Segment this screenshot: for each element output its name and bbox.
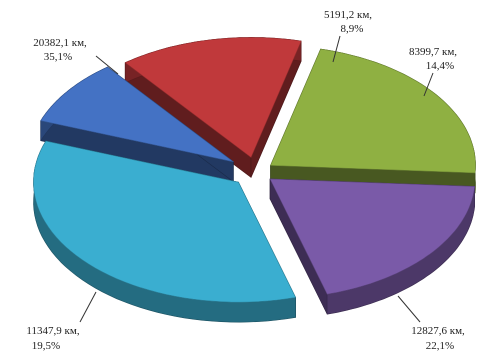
leader-line-3 [79, 291, 97, 323]
slice-percent-label-1: 14,4% [426, 60, 454, 72]
pie-slice-3 [269, 178, 475, 315]
slice-percent-label-2: 22,1% [426, 340, 454, 352]
slice-label-4: 20382,1 км, 35,1% [33, 37, 87, 63]
slice-percent-label-4: 35,1% [44, 51, 72, 63]
pie-slice-top-4 [33, 140, 296, 303]
slice-percent-label-0: 8,9% [341, 23, 364, 35]
slice-label-1: 8399,7 км, 14,4% [409, 46, 457, 72]
pie-slice-top-2 [270, 48, 476, 174]
slice-label-0: 5191,2 км, 8,9% [324, 9, 372, 35]
slice-value-label-3: 11347,9 км, [26, 325, 79, 337]
pie-slice-4 [33, 140, 296, 323]
leader-line-2 [397, 295, 421, 323]
slice-value-label-1: 8399,7 км, [409, 46, 457, 58]
leader-line-4 [95, 55, 119, 75]
slice-value-label-0: 5191,2 км, [324, 9, 372, 21]
slice-value-label-2: 12827,6 км, [411, 325, 465, 337]
slice-percent-label-3: 19,5% [32, 340, 60, 352]
slice-label-3: 11347,9 км, 19,5% [26, 325, 79, 352]
leader-line-0 [332, 35, 341, 63]
leader-line-1 [423, 72, 434, 97]
pie-slices [33, 37, 476, 323]
pie-slice-0 [40, 66, 234, 183]
pie-slice-1 [124, 37, 302, 178]
pie-slice-top-1 [124, 37, 302, 158]
slice-value-label-4: 20382,1 км, [33, 37, 87, 49]
pie-slice-2 [270, 48, 476, 194]
slice-label-2: 12827,6 км, 22,1% [411, 325, 465, 352]
pie-slice-top-3 [269, 178, 475, 295]
pie-slice-top-0 [40, 66, 234, 163]
